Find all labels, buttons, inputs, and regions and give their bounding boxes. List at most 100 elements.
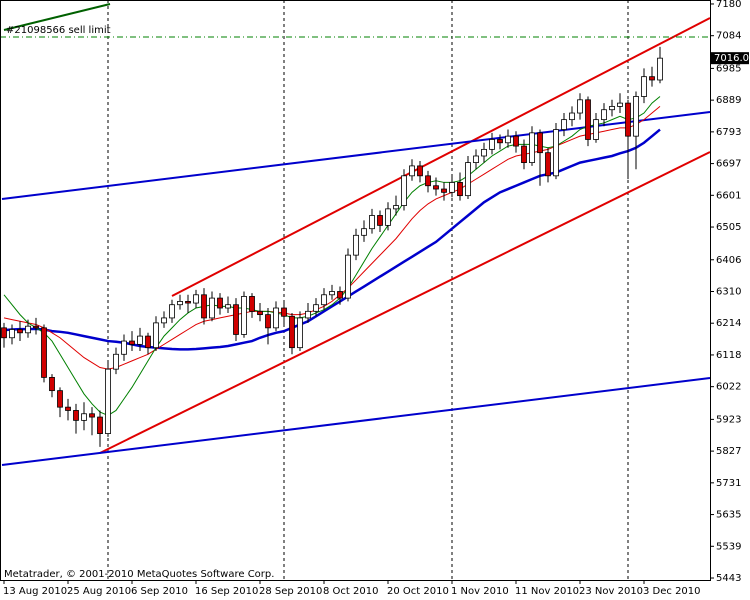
candle-body — [625, 102, 631, 137]
candle-body — [345, 254, 351, 299]
candle-body — [145, 335, 151, 349]
candle-body — [377, 215, 383, 226]
candle-body — [257, 310, 263, 316]
candle-body — [209, 297, 215, 319]
y-tick-label: 5923 — [716, 414, 741, 425]
x-tick-label: 16 Sep 2010 — [195, 586, 258, 597]
candle-body — [537, 132, 543, 154]
x-tick-label: 13 Aug 2010 — [3, 586, 67, 597]
candle-body — [273, 307, 279, 329]
candle-body — [169, 304, 175, 319]
moving-average — [3, 96, 661, 416]
candle-body — [49, 377, 55, 392]
candle-body — [505, 135, 511, 144]
candle-body — [185, 301, 191, 304]
y-tick-label: 6697 — [716, 159, 741, 170]
y-tick-label: 5827 — [716, 446, 741, 457]
candle-body — [161, 317, 167, 324]
candle-body — [321, 294, 327, 306]
candle-body — [233, 304, 239, 335]
candle-body — [137, 335, 143, 345]
candle-body — [41, 327, 47, 378]
y-tick-label: 6214 — [716, 318, 741, 329]
candle-body — [569, 112, 575, 121]
candle-body — [249, 296, 255, 312]
y-tick-label: 6793 — [716, 127, 741, 138]
candle-body — [657, 57, 663, 81]
channel-lower — [99, 151, 711, 454]
candle-body — [521, 145, 527, 163]
candle-body — [153, 322, 159, 349]
candle-body — [201, 294, 207, 319]
x-tick-label: 11 Nov 2010 — [515, 586, 579, 597]
candle-body — [497, 139, 503, 144]
candle-body — [513, 135, 519, 147]
trend-upper — [1, 111, 711, 200]
y-tick-label: 7180 — [716, 0, 741, 10]
y-tick-label: 5539 — [716, 541, 741, 552]
candle-body — [1, 327, 7, 339]
y-tick-label: 6406 — [716, 255, 741, 266]
candle-body — [409, 165, 415, 177]
x-tick-label: 6 Sep 2010 — [131, 586, 188, 597]
trend-lines — [1, 3, 711, 466]
x-tick-label: 28 Sep 2010 — [259, 586, 322, 597]
candle-body — [481, 148, 487, 157]
candle-body — [457, 182, 463, 197]
candle-body — [337, 291, 343, 299]
plot-frame — [0, 0, 711, 581]
bid-box — [711, 52, 749, 65]
candle-body — [329, 291, 335, 296]
bid-label: 7016.0 — [714, 53, 749, 64]
candle-body — [121, 340, 127, 355]
candle-body — [641, 76, 647, 97]
candle-body — [65, 406, 71, 411]
candle-body — [105, 368, 111, 434]
candle-body — [417, 165, 423, 177]
candle-body — [529, 132, 535, 163]
y-tick-label: 5443 — [716, 573, 741, 584]
y-tick-label: 6310 — [716, 286, 741, 297]
y-tick-label: 6889 — [716, 95, 741, 106]
x-tick-label: 25 Aug 2010 — [67, 586, 131, 597]
x-tick-label: 8 Oct 2010 — [323, 586, 378, 597]
candle-body — [489, 139, 495, 150]
candle-body — [449, 182, 455, 193]
candle-body — [433, 185, 439, 190]
candle-body — [369, 215, 375, 230]
candle-body — [649, 76, 655, 81]
trend-green — [3, 3, 111, 31]
candle-body — [193, 294, 199, 304]
x-tick-label: 3 Dec 2010 — [643, 586, 701, 597]
y-tick-label: 6985 — [716, 63, 741, 74]
y-tick-label: 5635 — [716, 510, 741, 521]
candle-body — [585, 99, 591, 140]
candle-body — [553, 129, 559, 177]
candle-body — [361, 228, 367, 236]
candle-body — [289, 315, 295, 349]
candle-body — [113, 353, 119, 370]
y-tick-label: 7084 — [716, 31, 741, 42]
candle-body — [33, 325, 39, 329]
candle-body — [177, 301, 183, 306]
y-tick-label: 6022 — [716, 382, 741, 393]
candle-body — [297, 317, 303, 349]
candle-body — [129, 340, 135, 345]
candle-body — [577, 99, 583, 114]
x-tick-label: 23 Nov 2010 — [579, 586, 643, 597]
candle-body — [305, 310, 311, 319]
candle-body — [17, 329, 23, 334]
y-tick-label: 6505 — [716, 222, 741, 233]
candle-body — [89, 413, 95, 418]
candle-body — [97, 416, 103, 434]
candle-body — [593, 119, 599, 140]
candle-body — [281, 307, 287, 317]
candle-body — [425, 175, 431, 187]
candle-body — [81, 413, 87, 421]
candle-body — [353, 234, 359, 256]
y-tick-label: 6601 — [716, 190, 741, 201]
candle-body — [9, 329, 15, 339]
candle-body — [217, 297, 223, 309]
